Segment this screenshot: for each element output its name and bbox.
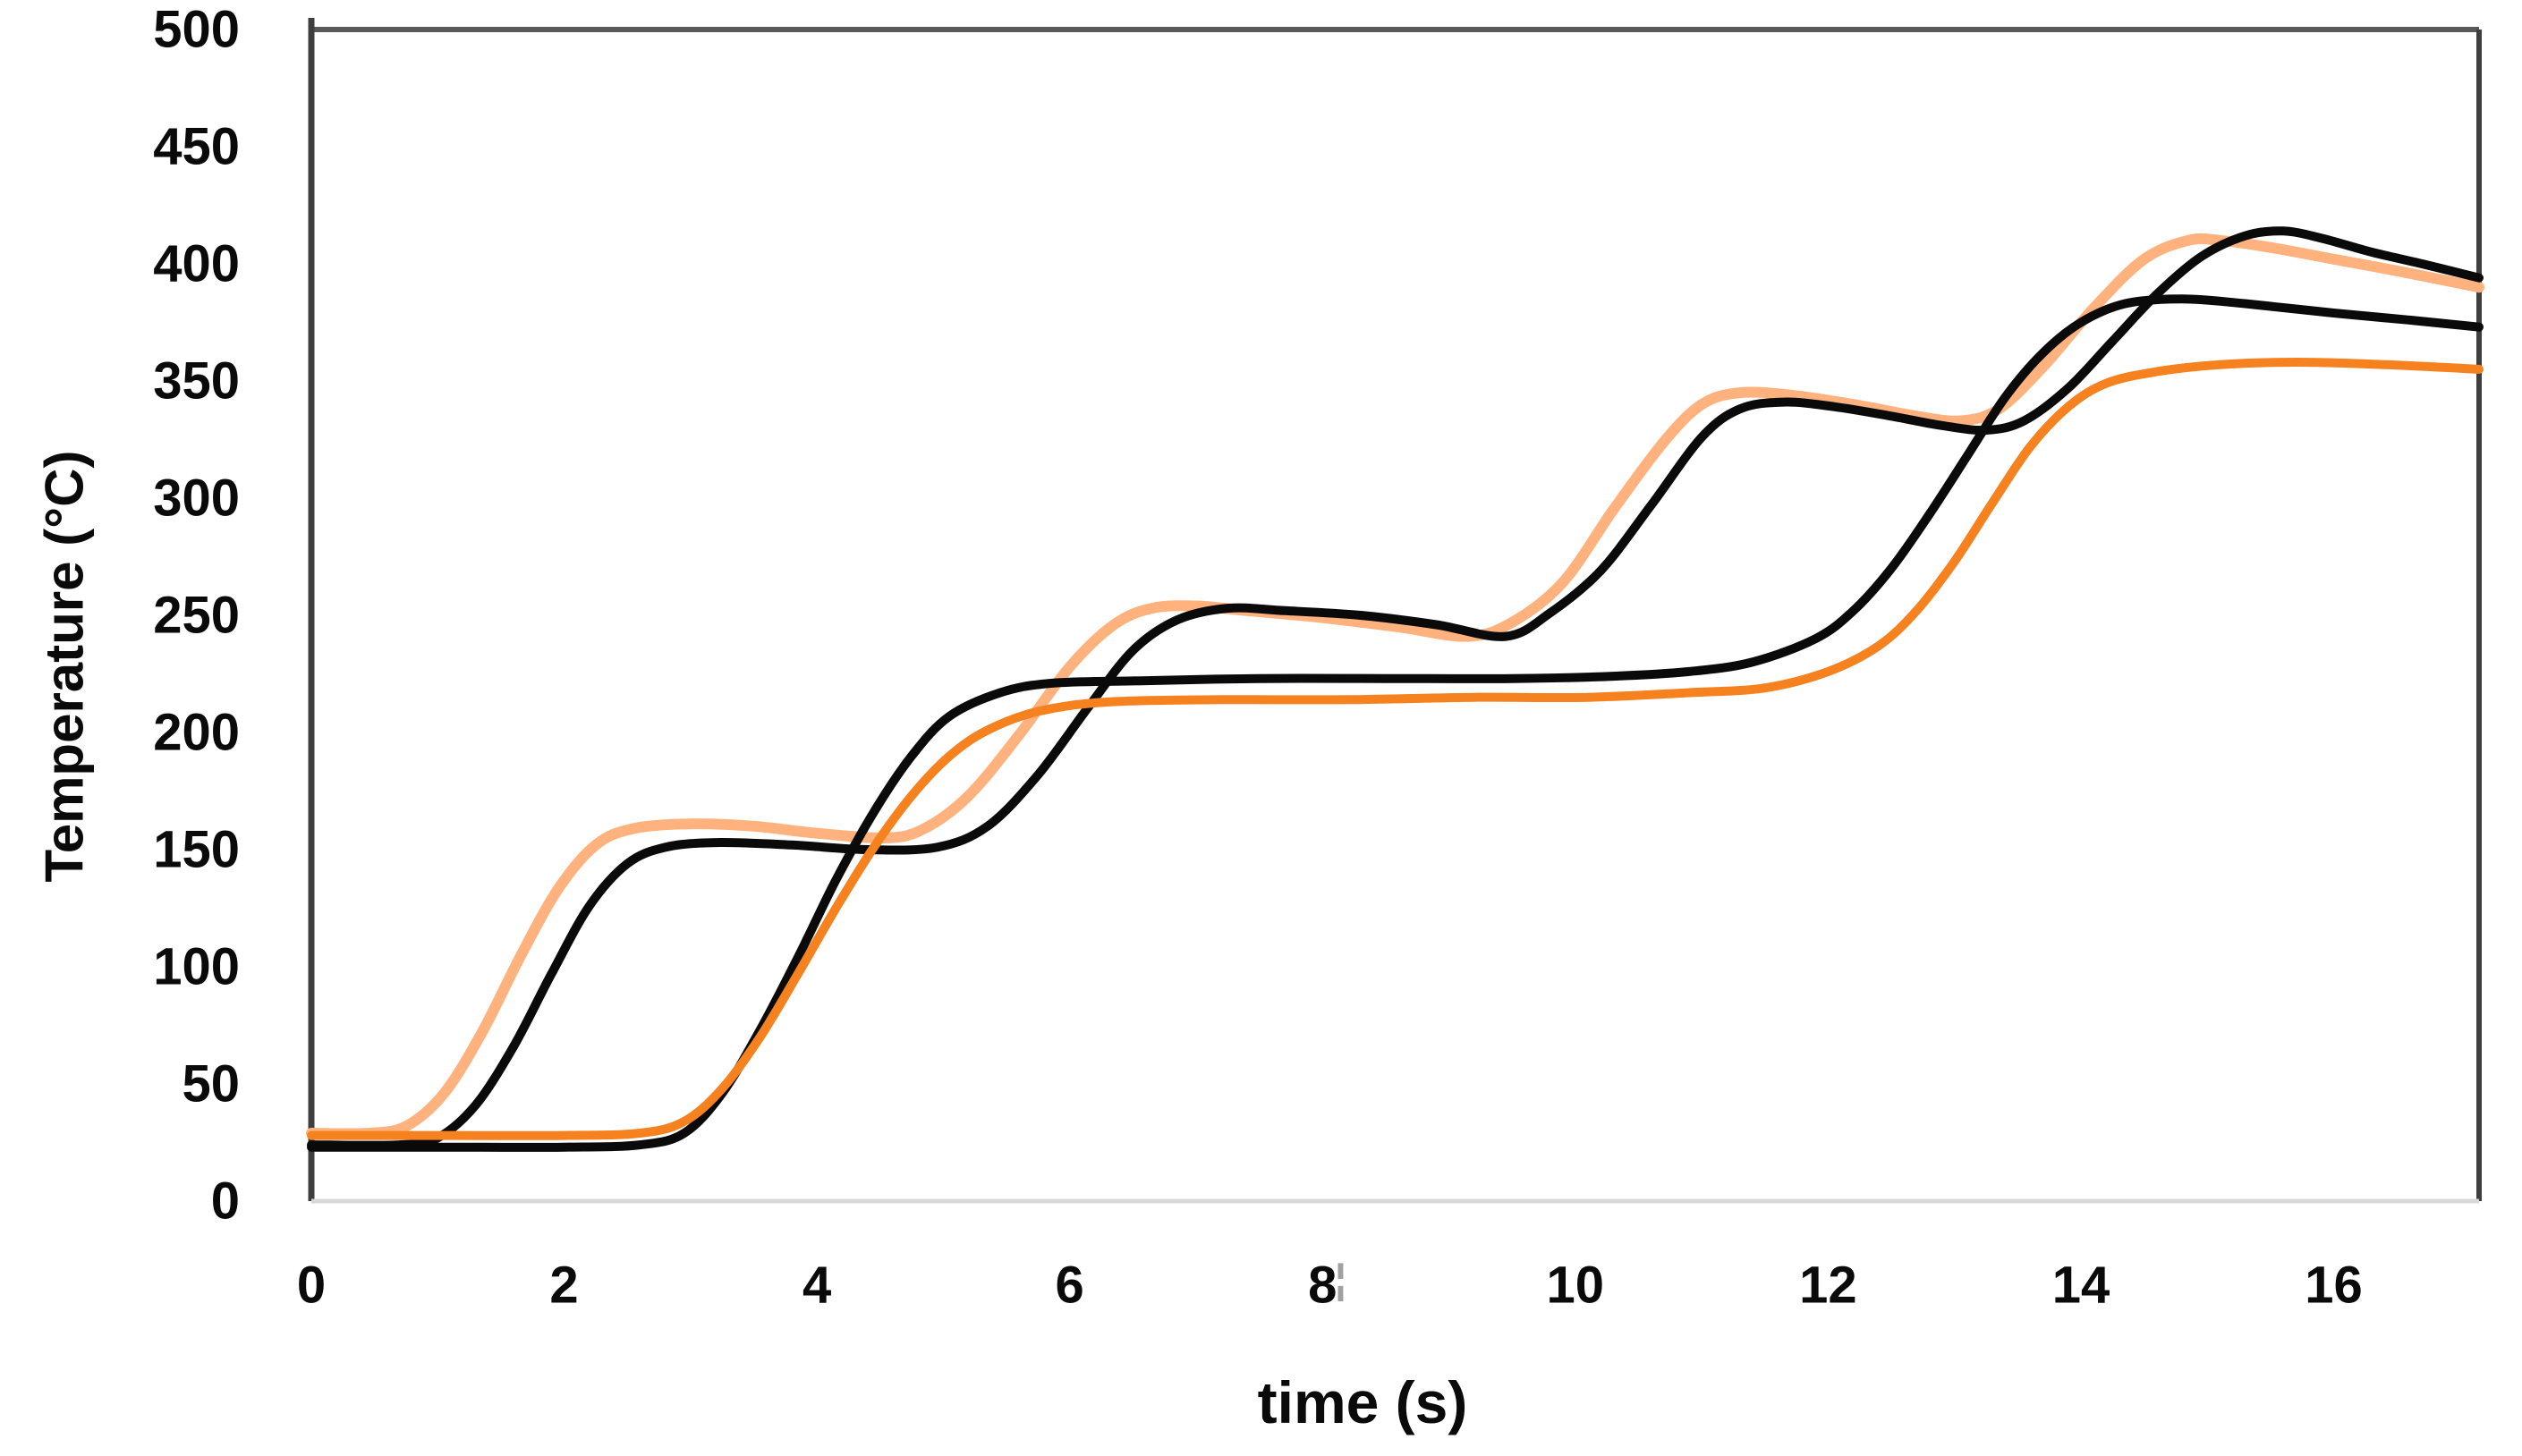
black-curve-lagged-response [307, 294, 2484, 1152]
y-tick-label: 350 [153, 351, 240, 411]
black-curve-early-response [307, 226, 2484, 1150]
y-tick-label: 150 [153, 820, 240, 879]
orange-curve-lagged-response [307, 357, 2484, 1140]
x-tick-label: 0 [296, 1256, 327, 1315]
y-tick-label: 0 [210, 1172, 240, 1231]
y-axis-title: Temperature (°C) [34, 450, 95, 883]
x-tick-label: 8 [1308, 1256, 1337, 1315]
y-tick-label: 50 [182, 1054, 240, 1113]
y-tick-label: 450 [153, 117, 240, 176]
x-tick-label: 2 [549, 1256, 579, 1315]
x-tick-label: 16 [2305, 1256, 2363, 1315]
x-tick-label: 14 [2051, 1256, 2110, 1315]
y-tick-label: 400 [153, 234, 240, 293]
y-tick-label: 250 [153, 586, 240, 645]
y-tick-label: 500 [153, 0, 240, 59]
y-tick-label: 100 [153, 937, 240, 996]
x-axis-title: time (s) [1257, 1369, 1468, 1435]
x-tick-label: 12 [1799, 1256, 1857, 1315]
x-tick-label: 4 [802, 1256, 832, 1315]
x-tick-label: 10 [1546, 1256, 1605, 1315]
compression-artifact: ¦ [1335, 1255, 1346, 1301]
x-tick-label: 6 [1055, 1256, 1084, 1315]
y-tick-label: 200 [153, 703, 240, 762]
y-tick-label: 300 [153, 469, 240, 528]
